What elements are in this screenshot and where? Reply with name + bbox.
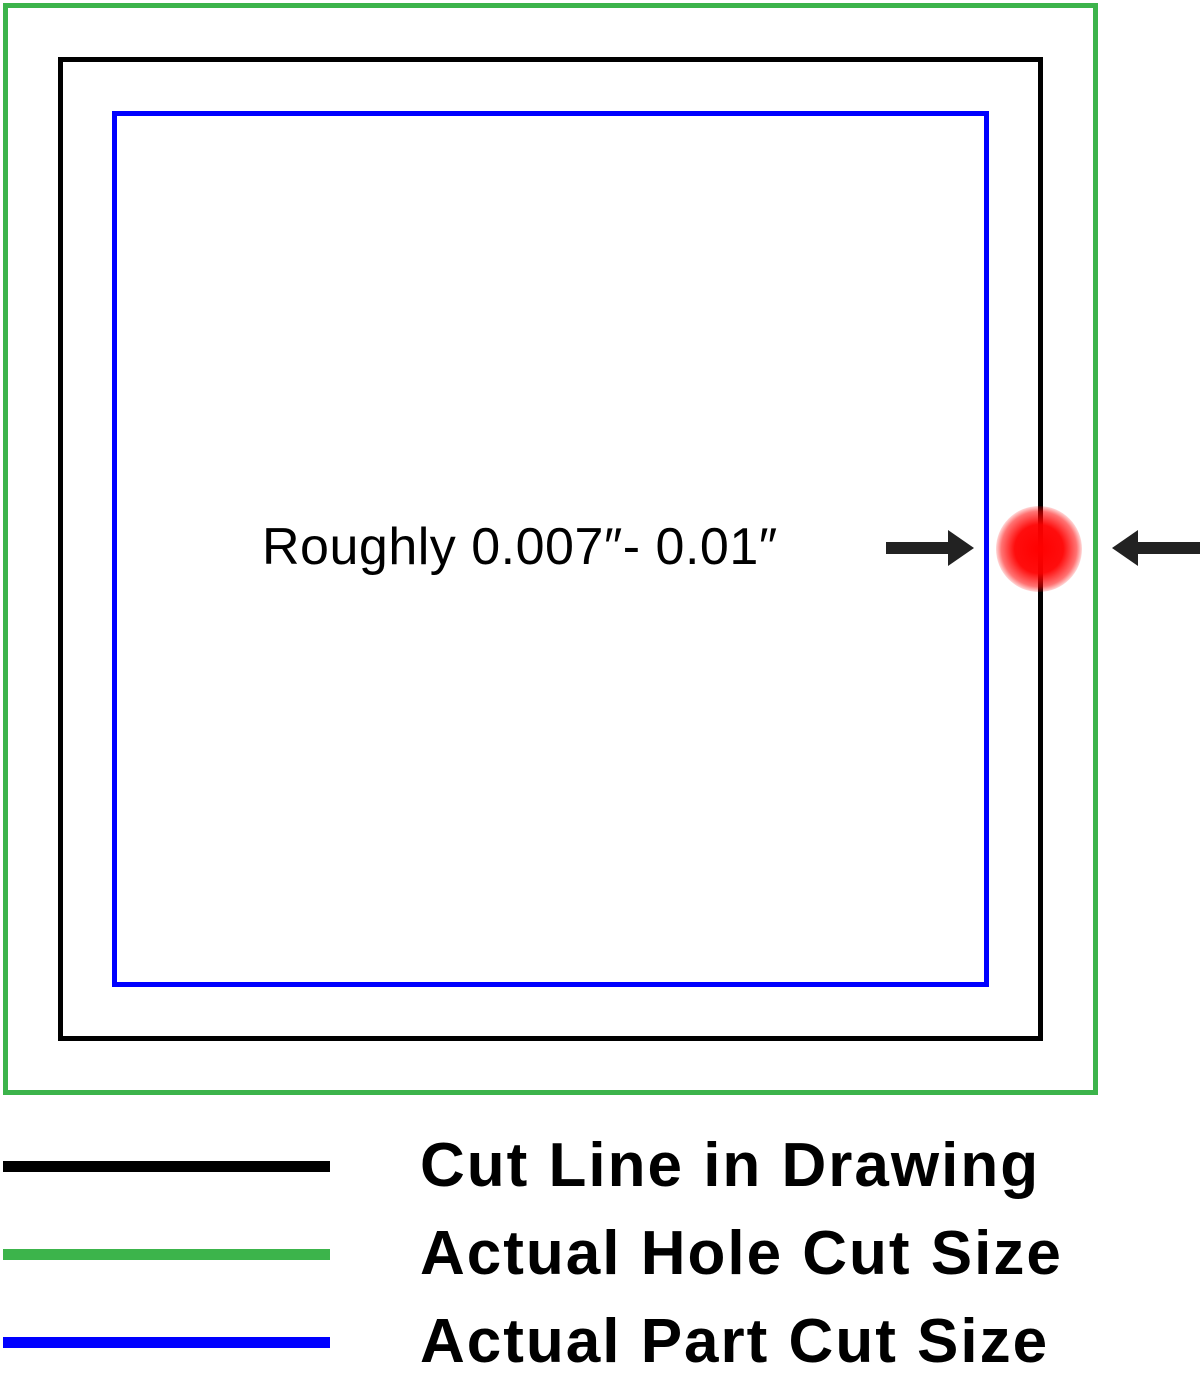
kerf-marker-dot <box>996 506 1082 592</box>
arrow-right-icon <box>886 530 974 566</box>
legend-swatch-green <box>3 1249 330 1260</box>
kerf-width-callout: Roughly 0.007″- 0.01″ <box>262 518 778 576</box>
legend-label: Actual Hole Cut Size <box>420 1219 1063 1288</box>
legend-item-cut-line: Cut Line in Drawing <box>0 1120 1200 1208</box>
legend-swatch-blue <box>3 1337 330 1348</box>
arrow-left-icon <box>1112 530 1200 566</box>
legend-item-part-cut: Actual Part Cut Size <box>0 1296 1200 1384</box>
legend-swatch-black <box>3 1161 330 1172</box>
actual-part-cut-outline <box>112 111 989 987</box>
legend-label: Actual Part Cut Size <box>420 1307 1050 1376</box>
legend-label: Cut Line in Drawing <box>420 1131 1041 1200</box>
actual-hole-cut-outline <box>3 3 1098 1095</box>
legend-item-hole-cut: Actual Hole Cut Size <box>0 1208 1200 1296</box>
